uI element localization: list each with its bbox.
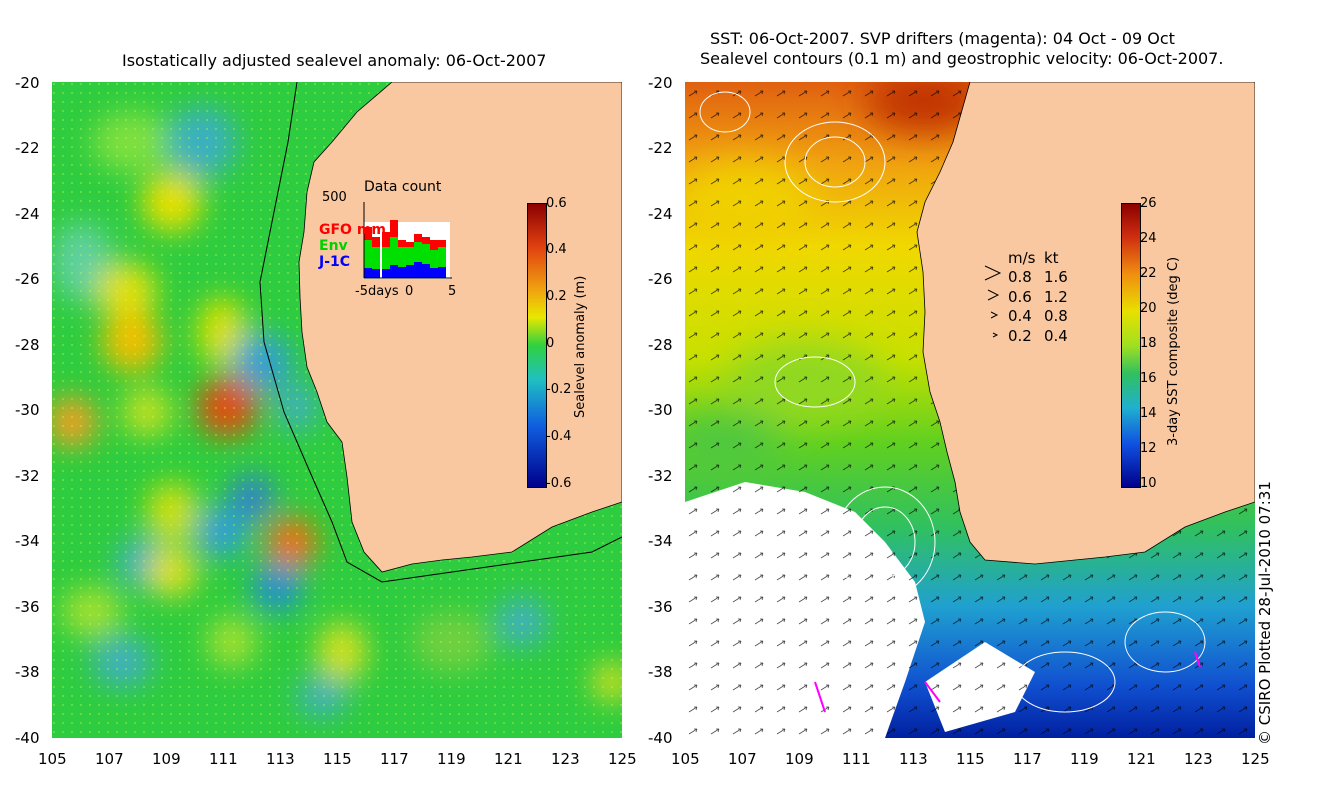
velocity-legend-ms: 0.2: [1008, 327, 1032, 345]
left-y-tick: -40: [15, 729, 40, 747]
sealevel-contours: [699, 91, 1206, 713]
left-x-tick: 107: [95, 750, 124, 768]
right-y-tick: -32: [648, 467, 673, 485]
right-x-tick: 107: [728, 750, 757, 768]
right-y-tick: -20: [648, 74, 673, 92]
right-y-tick: -40: [648, 729, 673, 747]
colorbar-tick: 10: [1140, 476, 1157, 491]
right-y-tick: -26: [648, 270, 673, 288]
data-count-xlabel: 0: [405, 284, 414, 299]
right-y-tick: -38: [648, 663, 673, 681]
drifter-tracks: [814, 651, 1201, 713]
left-y-tick: -28: [15, 336, 40, 354]
right-x-tick: 111: [842, 750, 871, 768]
velocity-legend-header-ms: m/s: [1008, 249, 1036, 267]
colorbar-tick: 22: [1140, 266, 1157, 281]
sealevel-colorbar: [527, 203, 547, 488]
data-count-max: 500: [322, 190, 347, 205]
data-count-title: Data count: [364, 179, 442, 195]
right-x-tick: 119: [1070, 750, 1099, 768]
right-x-tick: 109: [785, 750, 814, 768]
left-y-tick: -30: [15, 401, 40, 419]
right-map-title-line1: SST: 06-Oct-2007. SVP drifters (magenta)…: [710, 29, 1175, 48]
right-y-tick: -36: [648, 598, 673, 616]
left-y-tick: -36: [15, 598, 40, 616]
colorbar-label: 3-day SST composite (deg C): [1166, 256, 1181, 446]
left-x-tick: 117: [380, 750, 409, 768]
left-y-tick: -32: [15, 467, 40, 485]
colorbar-tick: -0.2: [546, 382, 572, 397]
right-map-title-line2: Sealevel contours (0.1 m) and geostrophi…: [700, 49, 1224, 68]
left-y-tick: -24: [15, 205, 40, 223]
left-x-tick: 109: [152, 750, 181, 768]
colorbar-tick: 0: [546, 336, 555, 351]
sst-map[interactable]: [685, 82, 1255, 738]
velocity-legend-ms: 0.4: [1008, 307, 1032, 325]
right-x-tick: 121: [1127, 750, 1156, 768]
sst-colorbar: [1121, 203, 1141, 488]
data-count-inset: [363, 202, 452, 279]
left-x-tick: 123: [551, 750, 580, 768]
colorbar-tick: 0.2: [546, 289, 567, 304]
velocity-legend-ms: 0.6: [1008, 288, 1032, 306]
velocity-legend-header-kt: kt: [1044, 249, 1059, 267]
colorbar-tick: -0.4: [546, 429, 572, 444]
velocity-legend-ms: 0.8: [1008, 268, 1032, 286]
velocity-legend-kt: 0.8: [1044, 307, 1068, 325]
colorbar-label: Sealevel anomaly (m): [573, 275, 588, 418]
right-x-tick: 115: [956, 750, 985, 768]
right-y-tick: -24: [648, 205, 673, 223]
left-x-tick: 113: [266, 750, 295, 768]
colorbar-tick: 12: [1140, 441, 1157, 456]
colorbar-tick: -0.6: [546, 476, 572, 491]
shelf-contour: [259, 82, 622, 583]
right-y-tick: -22: [648, 139, 673, 157]
colorbar-tick: 16: [1140, 371, 1157, 386]
right-y-tick: -28: [648, 336, 673, 354]
left-y-tick: -22: [15, 139, 40, 157]
colorbar-tick: 24: [1140, 231, 1157, 246]
land-mass: [916, 82, 1255, 565]
legend-env: Env: [319, 238, 348, 254]
left-x-tick: 121: [494, 750, 523, 768]
right-y-tick: -34: [648, 532, 673, 550]
velocity-legend-arrows: [984, 265, 1002, 338]
left-x-tick: 105: [38, 750, 67, 768]
velocity-legend-kt: 0.4: [1044, 327, 1068, 345]
colorbar-tick: 0.6: [546, 196, 567, 211]
right-y-tick: -30: [648, 401, 673, 419]
data-count-xlabel: -5days: [355, 284, 399, 299]
left-y-tick: -20: [15, 74, 40, 92]
velocity-legend-kt: 1.6: [1044, 268, 1068, 286]
left-x-tick: 119: [437, 750, 466, 768]
left-x-tick: 125: [608, 750, 637, 768]
right-x-tick: 125: [1241, 750, 1270, 768]
right-x-tick: 123: [1184, 750, 1213, 768]
legend-j1c: J-1C: [319, 254, 351, 270]
left-y-tick: -26: [15, 270, 40, 288]
left-y-tick: -38: [15, 663, 40, 681]
colorbar-tick: 26: [1140, 196, 1157, 211]
colorbar-tick: 20: [1140, 301, 1157, 316]
right-x-tick: 117: [1013, 750, 1042, 768]
left-y-tick: -34: [15, 532, 40, 550]
left-x-tick: 115: [323, 750, 352, 768]
copyright-note: © CSIRO Plotted 28-Jul-2010 07:31: [1256, 481, 1274, 745]
colorbar-tick: 18: [1140, 336, 1157, 351]
right-x-tick: 105: [671, 750, 700, 768]
right-x-tick: 113: [899, 750, 928, 768]
colorbar-tick: 14: [1140, 406, 1157, 421]
colorbar-tick: 0.4: [546, 242, 567, 257]
left-x-tick: 111: [209, 750, 238, 768]
velocity-legend-kt: 1.2: [1044, 288, 1068, 306]
legend-gfo: GFO mm: [319, 222, 387, 238]
left-map-title: Isostatically adjusted sealevel anomaly:…: [122, 51, 547, 70]
data-count-xlabel: 5: [448, 284, 457, 299]
